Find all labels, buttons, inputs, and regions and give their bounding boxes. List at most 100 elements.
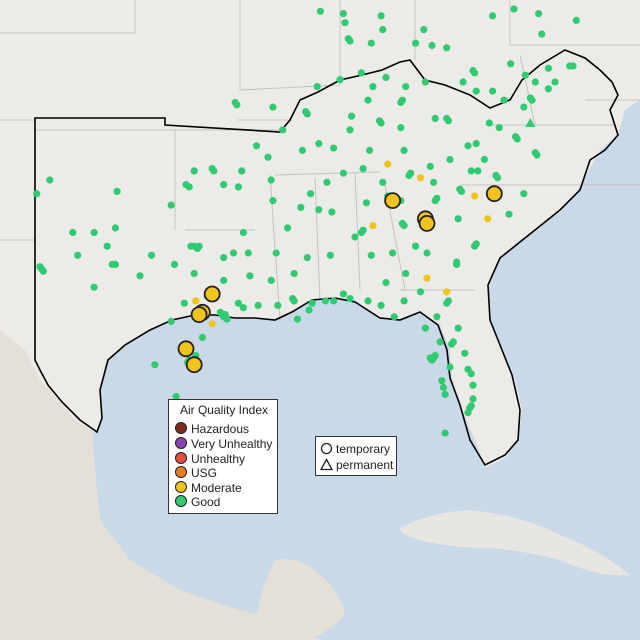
good-monitor-dot[interactable] bbox=[234, 183, 242, 191]
good-monitor-dot[interactable] bbox=[426, 354, 434, 362]
good-monitor-dot[interactable] bbox=[348, 112, 356, 120]
good-monitor-dot[interactable] bbox=[234, 299, 242, 307]
good-monitor-dot[interactable] bbox=[390, 313, 398, 321]
good-monitor-dot[interactable] bbox=[136, 272, 144, 280]
moderate-monitor-dot[interactable] bbox=[484, 215, 492, 223]
good-monitor-dot[interactable] bbox=[472, 240, 480, 248]
good-monitor-dot[interactable] bbox=[74, 251, 82, 259]
moderate-monitor-dot[interactable] bbox=[384, 160, 392, 168]
good-monitor-dot[interactable] bbox=[464, 409, 472, 417]
good-monitor-dot[interactable] bbox=[46, 176, 54, 184]
good-monitor-dot[interactable] bbox=[421, 78, 429, 86]
good-monitor-dot[interactable] bbox=[495, 124, 503, 132]
good-monitor-dot[interactable] bbox=[147, 251, 156, 259]
good-monitor-dot[interactable] bbox=[279, 126, 287, 134]
good-monitor-dot[interactable] bbox=[528, 96, 536, 104]
good-monitor-dot[interactable] bbox=[456, 185, 464, 193]
good-monitor-dot[interactable] bbox=[244, 249, 252, 257]
good-monitor-dot[interactable] bbox=[500, 96, 508, 104]
good-monitor-dot[interactable] bbox=[480, 155, 488, 164]
moderate-monitor-dot[interactable] bbox=[423, 274, 431, 282]
good-monitor-dot[interactable] bbox=[307, 190, 315, 198]
good-monitor-dot[interactable] bbox=[298, 146, 306, 154]
moderate-monitor-dot[interactable] bbox=[208, 320, 216, 328]
good-monitor-dot[interactable] bbox=[367, 39, 375, 47]
good-monitor-dot[interactable] bbox=[364, 297, 372, 305]
good-monitor-dot[interactable] bbox=[336, 76, 344, 84]
good-monitor-dot[interactable] bbox=[444, 297, 452, 305]
good-monitor-dot[interactable] bbox=[459, 78, 467, 86]
good-monitor-dot[interactable] bbox=[439, 383, 447, 392]
good-monitor-dot[interactable] bbox=[420, 26, 428, 34]
good-monitor-dot[interactable] bbox=[302, 108, 310, 116]
good-monitor-dot[interactable] bbox=[421, 324, 429, 332]
good-monitor-dot[interactable] bbox=[505, 210, 513, 218]
good-monitor-dot[interactable] bbox=[538, 30, 546, 38]
moderate-monitor-dot[interactable] bbox=[369, 222, 377, 230]
good-monitor-dot[interactable] bbox=[193, 244, 201, 252]
good-monitor-dot[interactable] bbox=[510, 5, 518, 13]
good-monitor-dot[interactable] bbox=[330, 144, 338, 152]
good-monitor-dot[interactable] bbox=[572, 16, 580, 24]
good-monitor-dot[interactable] bbox=[170, 260, 179, 268]
good-monitor-dot[interactable] bbox=[151, 361, 159, 369]
good-monitor-dot[interactable] bbox=[461, 349, 469, 357]
good-monitor-dot[interactable] bbox=[492, 171, 500, 180]
good-monitor-dot[interactable] bbox=[521, 71, 530, 79]
good-monitor-dot[interactable] bbox=[535, 10, 543, 18]
good-monitor-dot[interactable] bbox=[454, 324, 462, 332]
good-monitor-dot[interactable] bbox=[430, 178, 438, 186]
permanent-monitor-marker[interactable] bbox=[525, 118, 536, 128]
good-monitor-dot[interactable] bbox=[369, 83, 377, 91]
good-monitor-dot[interactable] bbox=[290, 297, 298, 305]
good-monitor-dot[interactable] bbox=[267, 276, 275, 284]
moderate-monitor-dot[interactable] bbox=[471, 192, 479, 200]
good-monitor-dot[interactable] bbox=[33, 190, 41, 198]
good-monitor-dot[interactable] bbox=[520, 190, 528, 198]
good-monitor-dot[interactable] bbox=[416, 288, 425, 296]
good-monitor-dot[interactable] bbox=[167, 201, 175, 209]
good-monitor-dot[interactable] bbox=[190, 269, 198, 278]
good-monitor-dot[interactable] bbox=[436, 338, 444, 346]
good-monitor-dot[interactable] bbox=[229, 249, 238, 257]
good-monitor-dot[interactable] bbox=[208, 165, 216, 173]
good-monitor-dot[interactable] bbox=[507, 60, 515, 68]
good-monitor-dot[interactable] bbox=[389, 249, 397, 257]
good-monitor-dot[interactable] bbox=[274, 301, 282, 309]
good-monitor-dot[interactable] bbox=[467, 167, 475, 175]
good-monitor-dot[interactable] bbox=[90, 228, 98, 237]
good-monitor-dot[interactable] bbox=[366, 146, 374, 154]
good-monitor-dot[interactable] bbox=[407, 169, 415, 177]
good-monitor-dot[interactable] bbox=[220, 254, 228, 262]
good-monitor-dot[interactable] bbox=[344, 35, 352, 43]
moderate-monitor-dot[interactable] bbox=[416, 174, 425, 182]
good-monitor-dot[interactable] bbox=[187, 242, 195, 250]
good-monitor-dot[interactable] bbox=[533, 151, 541, 159]
good-monitor-dot[interactable] bbox=[443, 44, 451, 52]
good-monitor-dot[interactable] bbox=[431, 114, 439, 123]
good-monitor-dot[interactable] bbox=[246, 272, 254, 280]
moderate-monitor-marker[interactable] bbox=[418, 214, 436, 232]
good-monitor-dot[interactable] bbox=[216, 308, 224, 316]
good-monitor-dot[interactable] bbox=[239, 304, 247, 312]
good-monitor-dot[interactable] bbox=[449, 338, 457, 346]
good-monitor-dot[interactable] bbox=[402, 83, 410, 91]
good-monitor-dot[interactable] bbox=[339, 10, 347, 18]
good-monitor-dot[interactable] bbox=[357, 228, 365, 237]
good-monitor-dot[interactable] bbox=[469, 67, 477, 75]
good-monitor-dot[interactable] bbox=[400, 146, 408, 154]
good-monitor-dot[interactable] bbox=[544, 85, 553, 93]
moderate-monitor-dot[interactable] bbox=[443, 288, 451, 296]
moderate-monitor-marker[interactable] bbox=[190, 306, 208, 324]
good-monitor-dot[interactable] bbox=[305, 306, 313, 314]
good-monitor-dot[interactable] bbox=[443, 114, 451, 123]
good-monitor-dot[interactable] bbox=[433, 194, 441, 202]
good-monitor-dot[interactable] bbox=[469, 381, 477, 389]
good-monitor-dot[interactable] bbox=[316, 7, 324, 15]
good-monitor-dot[interactable] bbox=[69, 228, 77, 237]
good-monitor-dot[interactable] bbox=[426, 162, 434, 170]
good-monitor-dot[interactable] bbox=[339, 290, 347, 298]
good-monitor-dot[interactable] bbox=[364, 96, 372, 104]
good-monitor-dot[interactable] bbox=[438, 377, 446, 385]
good-monitor-dot[interactable] bbox=[264, 153, 272, 161]
